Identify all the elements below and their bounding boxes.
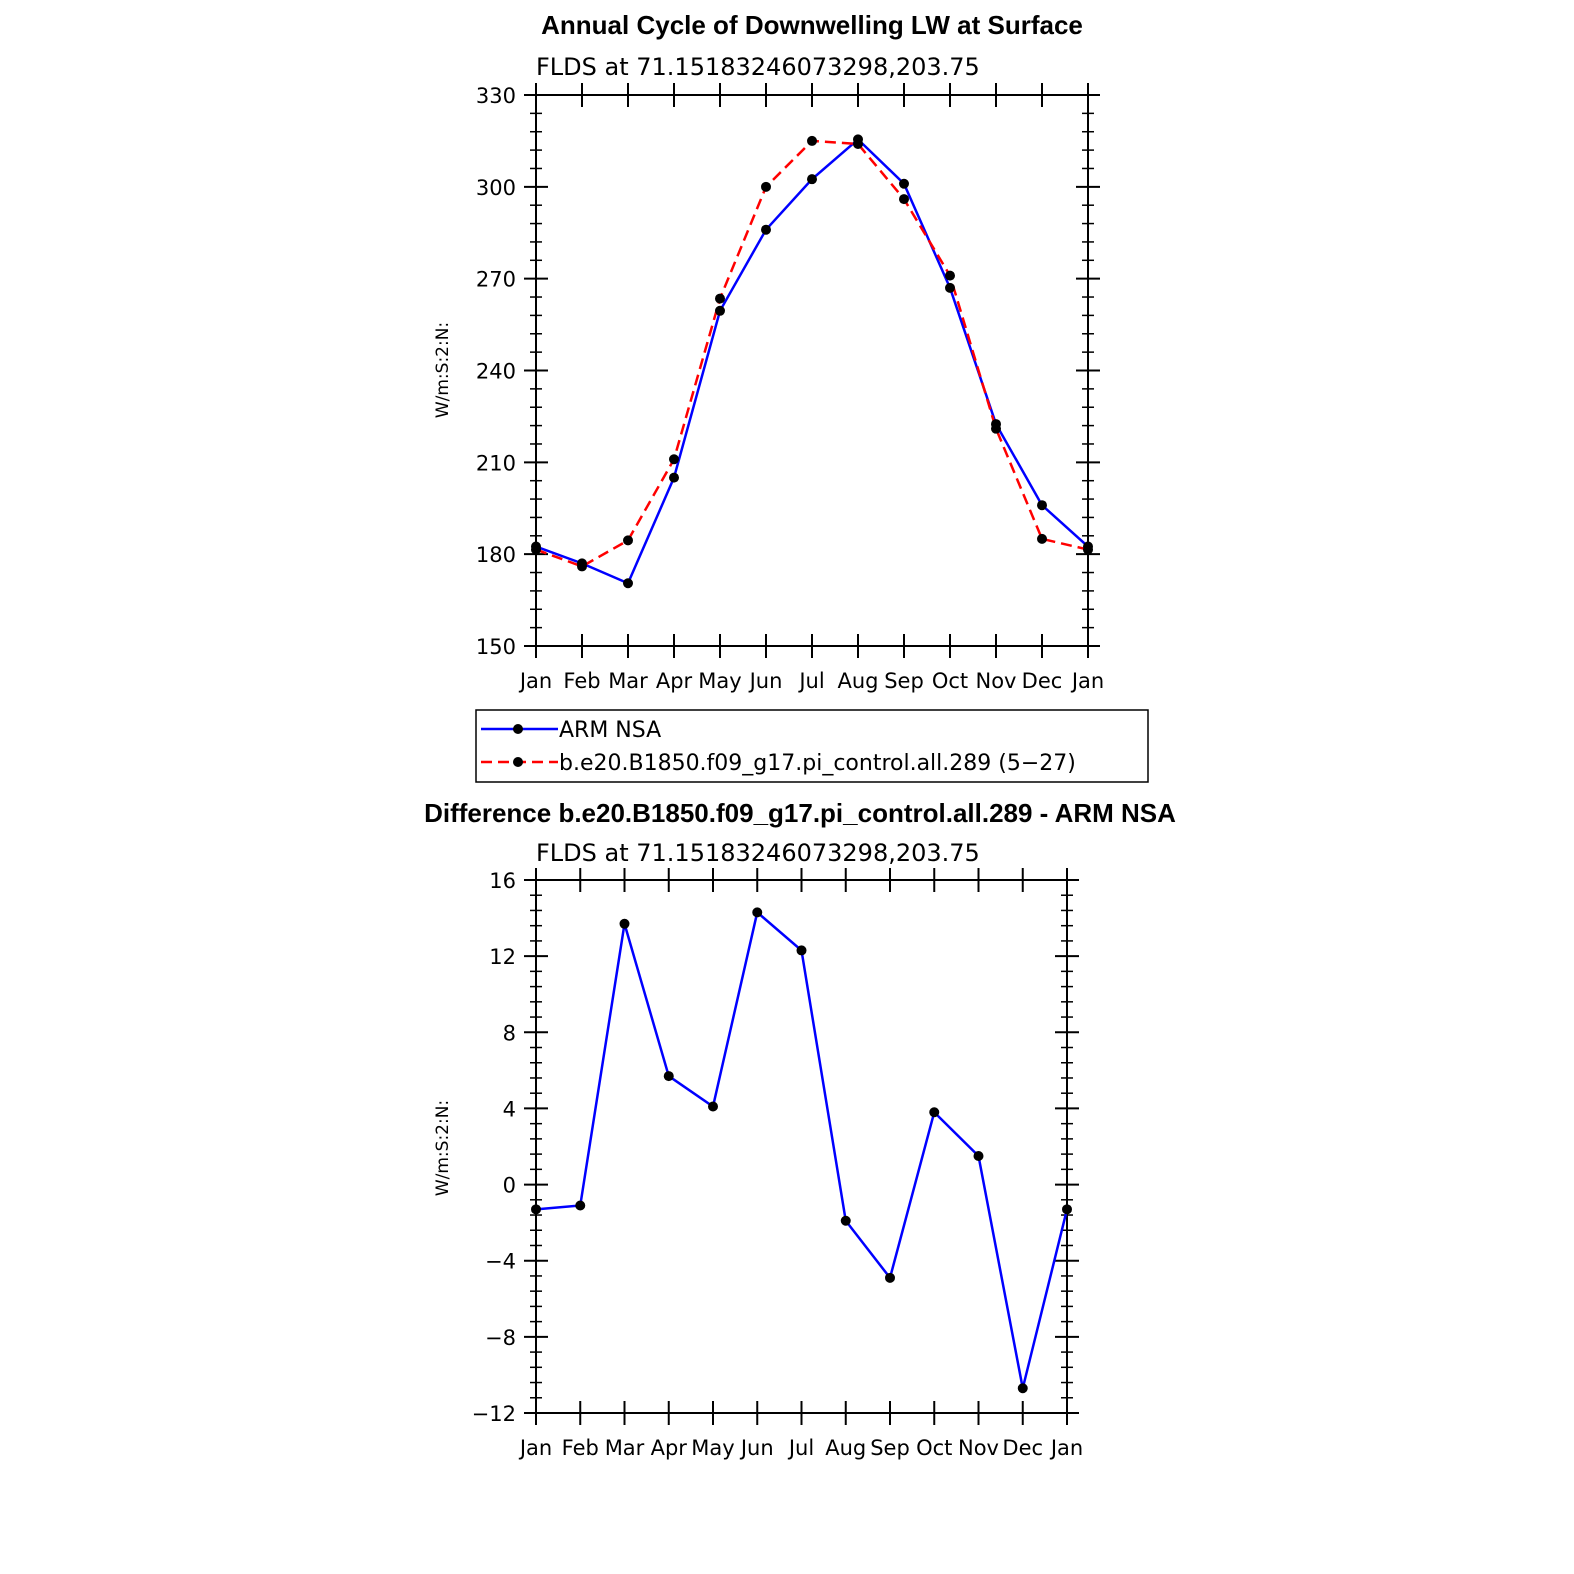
data-point-series-1 xyxy=(1083,544,1093,555)
y-tick-label: −12 xyxy=(472,1402,516,1426)
series-line-0 xyxy=(535,137,1089,585)
x-tick-label: Apr xyxy=(656,669,693,693)
difference-panel: Difference b.e20.B1850.f09_g17.pi_contro… xyxy=(424,798,1176,1460)
data-point-series-0 xyxy=(1017,1383,1028,1394)
chart-subtitle: FLDS at 71.15183246073298,203.75 xyxy=(536,839,980,867)
data-point-series-1 xyxy=(623,535,633,546)
x-tick-label: Nov xyxy=(958,1436,999,1460)
x-tick-label: Jan xyxy=(1049,1436,1083,1460)
data-point-series-0 xyxy=(885,1272,895,1283)
data-point-series-1 xyxy=(899,194,909,205)
x-tick-label: Oct xyxy=(916,1436,952,1460)
data-point-series-0 xyxy=(945,282,955,293)
series-lines xyxy=(531,907,1072,1394)
chart-subtitle: FLDS at 71.15183246073298,203.75 xyxy=(536,53,980,81)
x-tick-label: Feb xyxy=(562,1436,599,1460)
y-tick-label: 12 xyxy=(489,945,516,969)
data-point-series-0 xyxy=(761,224,771,235)
y-tick-label: 4 xyxy=(503,1097,516,1121)
data-point-series-0 xyxy=(929,1107,940,1118)
data-point-series-0 xyxy=(1062,1204,1072,1215)
chart-title: Annual Cycle of Downwelling LW at Surfac… xyxy=(541,10,1083,40)
data-point-series-1 xyxy=(715,293,725,304)
data-point-series-0 xyxy=(575,1200,586,1211)
data-point-series-1 xyxy=(945,270,955,281)
x-tick-label: Sep xyxy=(884,669,924,693)
x-tick-label: Jun xyxy=(739,1436,774,1460)
data-point-series-1 xyxy=(531,544,541,555)
x-tick-label: May xyxy=(691,1436,734,1460)
legend: ARM NSA b.e20.B1850.f09_g17.pi_control.a… xyxy=(475,709,1149,783)
x-tick-label: Jan xyxy=(518,669,552,693)
x-tick-label: Dec xyxy=(1002,1436,1043,1460)
data-point-series-0 xyxy=(531,1204,541,1215)
y-axis-label: W/m:S:2:N: xyxy=(433,1100,453,1196)
x-tick-label: Dec xyxy=(1022,669,1063,693)
y-tick-label: 240 xyxy=(476,360,516,384)
plot-frame xyxy=(535,879,1068,1414)
x-tick-label: May xyxy=(698,669,741,693)
series-line-0 xyxy=(535,910,1069,1389)
y-tick-label: −8 xyxy=(485,1326,516,1350)
legend-marker-model xyxy=(513,757,523,767)
x-tick-label: Sep xyxy=(870,1436,910,1460)
y-tick-label: 180 xyxy=(476,543,516,567)
annual-cycle-panel: Annual Cycle of Downwelling LW at Surfac… xyxy=(433,10,1104,693)
data-point-series-1 xyxy=(853,138,863,149)
data-point-series-0 xyxy=(796,945,807,956)
chart-title: Difference b.e20.B1850.f09_g17.pi_contro… xyxy=(424,798,1176,828)
x-tick-label: Nov xyxy=(976,669,1017,693)
data-point-series-0 xyxy=(840,1215,851,1226)
y-tick-label: 270 xyxy=(476,268,516,292)
legend-box xyxy=(475,709,1149,783)
data-point-series-1 xyxy=(991,423,1001,434)
x-tick-label: Apr xyxy=(651,1436,688,1460)
data-point-series-0 xyxy=(619,918,630,929)
axes: 150 180 210 240 270 300 330 Jan Feb Mar Apr May Jun J… xyxy=(476,83,1104,693)
x-tick-label: Mar xyxy=(605,1436,645,1460)
y-axis-label: W/m:S:2:N: xyxy=(433,322,453,418)
data-point-series-0 xyxy=(663,1071,674,1082)
y-tick-label: 300 xyxy=(476,176,516,200)
data-point-series-0 xyxy=(807,174,817,185)
series-line-1 xyxy=(535,139,1089,568)
x-tick-label: Aug xyxy=(825,1436,866,1460)
x-tick-label: Feb xyxy=(563,669,600,693)
data-point-series-1 xyxy=(669,454,679,465)
axes: −12 −8 −4 0 4 8 12 16 Jan Feb Mar Apr May Jun Jul Aug Se… xyxy=(472,868,1083,1460)
data-point-series-0 xyxy=(899,178,909,189)
x-tick-label: Oct xyxy=(932,669,968,693)
data-point-series-0 xyxy=(752,907,763,918)
legend-label-arm-nsa: ARM NSA xyxy=(559,718,661,743)
data-point-series-1 xyxy=(807,135,817,146)
y-tick-label: 0 xyxy=(503,1174,516,1198)
legend-label-model: b.e20.B1850.f09_g17.pi_control.all.289 (… xyxy=(559,751,1076,776)
data-point-series-0 xyxy=(1037,500,1047,511)
y-tick-label: 210 xyxy=(476,451,516,475)
data-point-series-1 xyxy=(1037,533,1047,544)
x-tick-label: Mar xyxy=(608,669,648,693)
data-point-series-0 xyxy=(715,305,725,316)
data-point-series-1 xyxy=(761,181,771,192)
y-tick-label: 16 xyxy=(489,869,516,893)
data-point-series-0 xyxy=(708,1101,718,1112)
x-tick-label: Jan xyxy=(1070,669,1104,693)
legend-marker-arm-nsa xyxy=(513,724,523,734)
x-tick-label: Jul xyxy=(787,1436,814,1460)
y-tick-label: −4 xyxy=(485,1250,516,1274)
y-tick-label: 150 xyxy=(476,635,516,659)
x-tick-label: Aug xyxy=(837,669,878,693)
y-tick-label: 8 xyxy=(503,1021,516,1045)
series-lines xyxy=(531,134,1093,589)
x-tick-label: Jan xyxy=(518,1436,552,1460)
data-point-series-0 xyxy=(973,1151,984,1162)
x-tick-label: Jul xyxy=(797,669,824,693)
data-point-series-0 xyxy=(623,578,633,589)
data-point-series-0 xyxy=(669,472,679,483)
y-tick-label: 330 xyxy=(476,84,516,108)
data-point-series-1 xyxy=(577,561,587,572)
x-tick-label: Jun xyxy=(748,669,783,693)
